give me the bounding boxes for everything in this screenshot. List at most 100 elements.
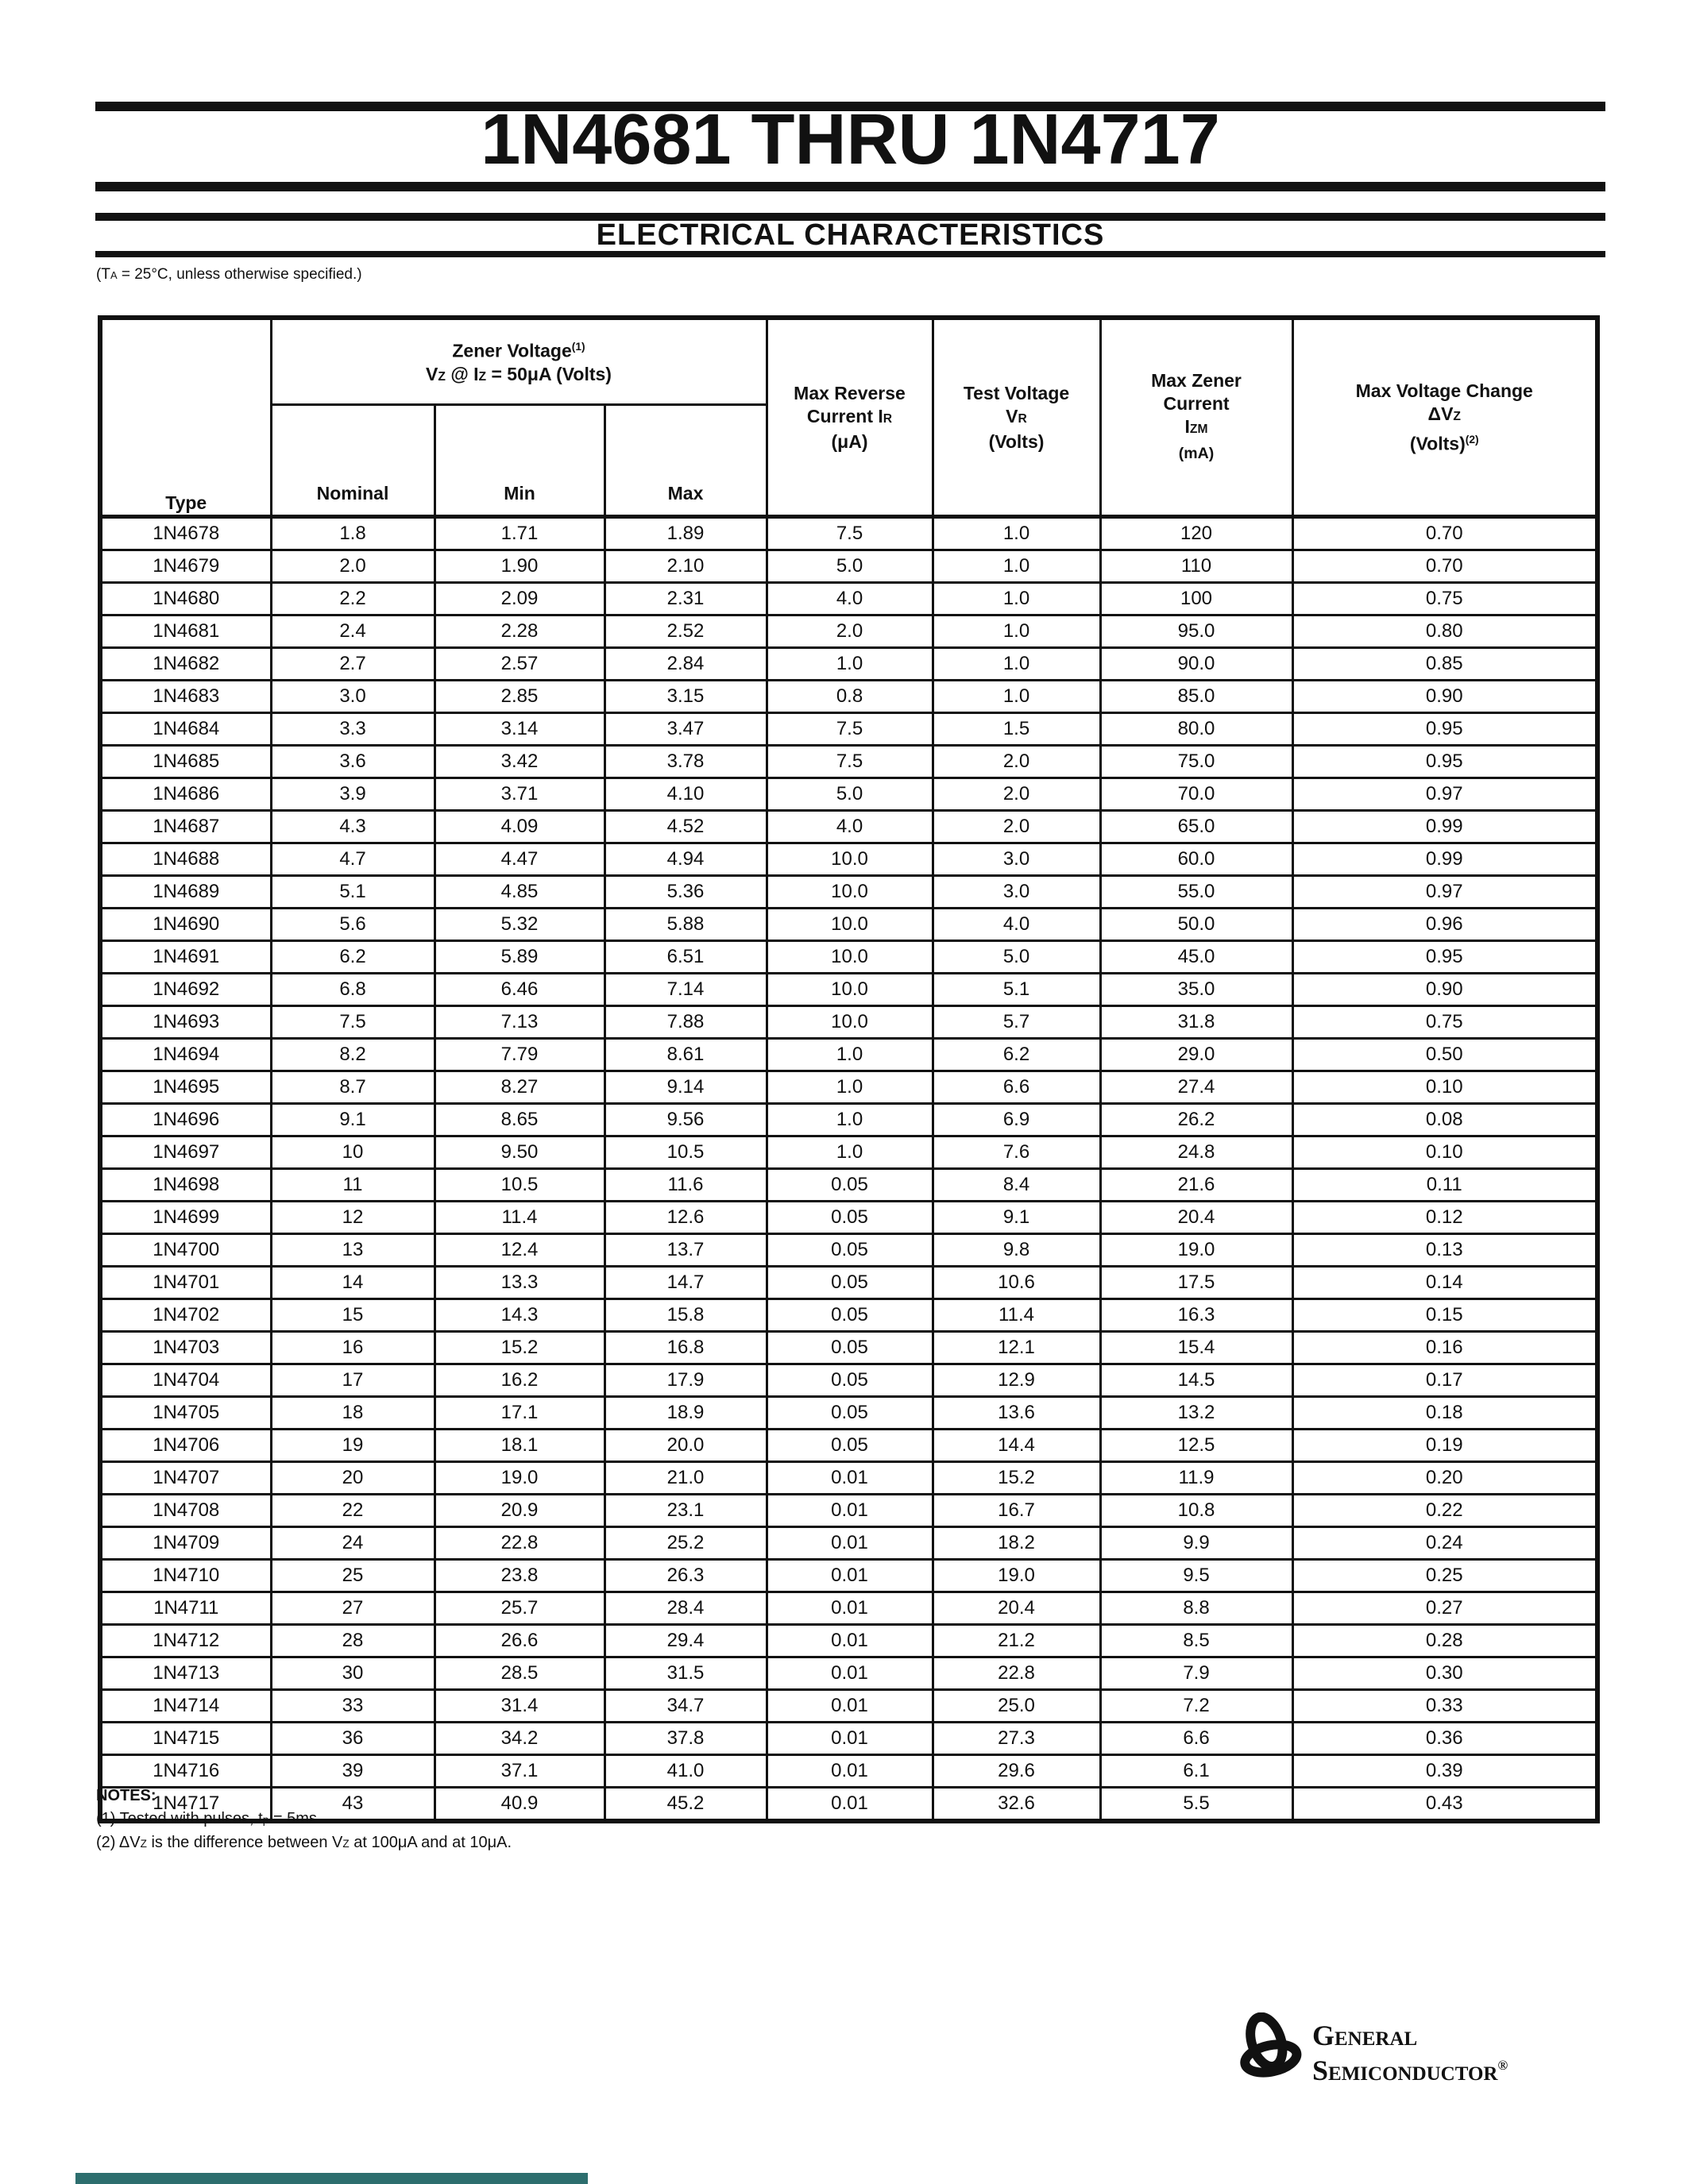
text-segment: Z [478, 369, 487, 384]
table-row: 1N4692 6.8 6.46 7.14 10.0 5.1 35.0 0.90 [98, 972, 1599, 1007]
text-segment: = 5ms [268, 1810, 317, 1827]
notes-heading: NOTES: [96, 1787, 156, 1804]
col-header-max: Max [603, 403, 768, 519]
cell-max-voltage-change: 0.43 [1291, 1786, 1599, 1823]
cell-max: 21.0 [603, 1461, 768, 1495]
cell-max-reverse-current: 1.0 [765, 1135, 934, 1170]
cell-test-voltage: 1.0 [931, 515, 1102, 551]
table-row: 1N4684 3.3 3.14 3.47 7.5 1.5 80.0 0.95 [98, 712, 1599, 747]
cell-test-voltage: 19.0 [931, 1558, 1102, 1593]
cell-type: 1N4678 [98, 515, 272, 551]
cell-max: 4.10 [603, 777, 768, 812]
table-row: 1N4701 14 13.3 14.7 0.05 10.6 17.5 0.14 [98, 1265, 1599, 1300]
cell-max-voltage-change: 0.25 [1291, 1558, 1599, 1593]
col-header-max-zener-current: Max Zener Current IZM (mA) [1099, 316, 1294, 519]
table-row: 1N4713 30 28.5 31.5 0.01 22.8 7.9 0.30 [98, 1656, 1599, 1691]
cell-max: 4.94 [603, 842, 768, 877]
header-line: VR [935, 405, 1098, 430]
cell-max: 45.2 [603, 1786, 768, 1823]
cell-min: 8.65 [433, 1102, 606, 1137]
zener-voltage-label: Zener Voltage(1) [273, 335, 764, 363]
cell-max-voltage-change: 0.90 [1291, 972, 1599, 1007]
cell-test-voltage: 8.4 [931, 1167, 1102, 1202]
cell-max-reverse-current: 4.0 [765, 581, 934, 616]
cell-max: 5.88 [603, 907, 768, 942]
table-row: 1N4690 5.6 5.32 5.88 10.0 4.0 50.0 0.96 [98, 907, 1599, 942]
header-line: (μA) [769, 430, 930, 453]
text-segment: (2) ΔV [96, 1834, 141, 1851]
cell-nominal: 7.5 [269, 1005, 436, 1040]
cell-max-zener-current: 7.2 [1099, 1688, 1294, 1723]
cell-max-voltage-change: 0.99 [1291, 842, 1599, 877]
section-title: ELECTRICAL CHARACTERISTICS [596, 218, 1105, 252]
cell-test-voltage: 11.4 [931, 1298, 1102, 1333]
cell-max-reverse-current: 0.01 [765, 1721, 934, 1756]
cell-test-voltage: 6.2 [931, 1037, 1102, 1072]
cell-type: 1N4710 [98, 1558, 272, 1593]
cell-type: 1N4702 [98, 1298, 272, 1333]
cell-max-zener-current: 14.5 [1099, 1363, 1294, 1398]
cell-max-reverse-current: 0.01 [765, 1786, 934, 1823]
cell-test-voltage: 3.0 [931, 874, 1102, 909]
cell-max-zener-current: 100 [1099, 581, 1294, 616]
cell-test-voltage: 4.0 [931, 907, 1102, 942]
table-header-row-2: Nominal Min Max [100, 403, 1597, 519]
cell-type: 1N4703 [98, 1330, 272, 1365]
cell-max: 8.61 [603, 1037, 768, 1072]
cell-min: 7.13 [433, 1005, 606, 1040]
cell-max: 3.15 [603, 679, 768, 714]
cell-type: 1N4681 [98, 614, 272, 649]
cell-type: 1N4707 [98, 1461, 272, 1495]
cell-max-reverse-current: 1.0 [765, 1102, 934, 1137]
cell-max-voltage-change: 0.95 [1291, 744, 1599, 779]
cell-max-zener-current: 95.0 [1099, 614, 1294, 649]
cell-max-zener-current: 60.0 [1099, 842, 1294, 877]
cell-type: 1N4682 [98, 646, 272, 681]
cell-max-reverse-current: 10.0 [765, 874, 934, 909]
cell-max-reverse-current: 10.0 [765, 842, 934, 877]
cell-max-reverse-current: 0.01 [765, 1688, 934, 1723]
col-header-max-reverse-current: Max Reverse Current IR (μA) [765, 316, 934, 519]
cell-nominal: 6.8 [269, 972, 436, 1007]
cell-nominal: 2.0 [269, 549, 436, 584]
cell-max: 9.14 [603, 1070, 768, 1105]
cell-max-voltage-change: 0.90 [1291, 679, 1599, 714]
cell-max-voltage-change: 0.19 [1291, 1428, 1599, 1463]
cell-min: 11.4 [433, 1200, 606, 1235]
cell-min: 18.1 [433, 1428, 606, 1463]
table-row: 1N4683 3.0 2.85 3.15 0.8 1.0 85.0 0.90 [98, 679, 1599, 714]
table-row: 1N4698 11 10.5 11.6 0.05 8.4 21.6 0.11 [98, 1167, 1599, 1202]
cell-max-voltage-change: 0.17 [1291, 1363, 1599, 1398]
cell-type: 1N4696 [98, 1102, 272, 1137]
cell-nominal: 6.2 [269, 940, 436, 974]
text-segment: Current I [806, 405, 883, 426]
table-row: 1N4679 2.0 1.90 2.10 5.0 1.0 110 0.70 [98, 549, 1599, 584]
cell-nominal: 28 [269, 1623, 436, 1658]
cell-max-voltage-change: 0.50 [1291, 1037, 1599, 1072]
cell-min: 31.4 [433, 1688, 606, 1723]
cell-min: 5.32 [433, 907, 606, 942]
table-body: 1N4678 1.8 1.71 1.89 7.5 1.0 120 0.70 1N4679 2.0 1… [98, 515, 1599, 1823]
header-line: Current IR [769, 405, 930, 430]
table-row: 1N4705 18 17.1 18.9 0.05 13.6 13.2 0.18 [98, 1395, 1599, 1430]
cell-min: 2.57 [433, 646, 606, 681]
cell-type: 1N4685 [98, 744, 272, 779]
horizontal-rule-under-section [95, 251, 1605, 257]
table-row: 1N4689 5.1 4.85 5.36 10.0 3.0 55.0 0.97 [98, 874, 1599, 909]
table-row: 1N4696 9.1 8.65 9.56 1.0 6.9 26.2 0.08 [98, 1102, 1599, 1137]
cell-nominal: 30 [269, 1656, 436, 1691]
header-line: Max Reverse [769, 382, 930, 405]
cell-max: 9.56 [603, 1102, 768, 1137]
cell-type: 1N4692 [98, 972, 272, 1007]
table-row: 1N4682 2.7 2.57 2.84 1.0 1.0 90.0 0.85 [98, 646, 1599, 681]
cell-max: 29.4 [603, 1623, 768, 1658]
cell-nominal: 25 [269, 1558, 436, 1593]
header-line: (mA) [1103, 441, 1290, 465]
cell-nominal: 2.2 [269, 581, 436, 616]
cell-max-zener-current: 11.9 [1099, 1461, 1294, 1495]
cell-min: 2.85 [433, 679, 606, 714]
cell-max-reverse-current: 0.01 [765, 1623, 934, 1658]
cell-max-voltage-change: 0.13 [1291, 1233, 1599, 1268]
notes-section: NOTES: (1) Tested with pulses, tp = 5ms … [96, 1785, 512, 1855]
